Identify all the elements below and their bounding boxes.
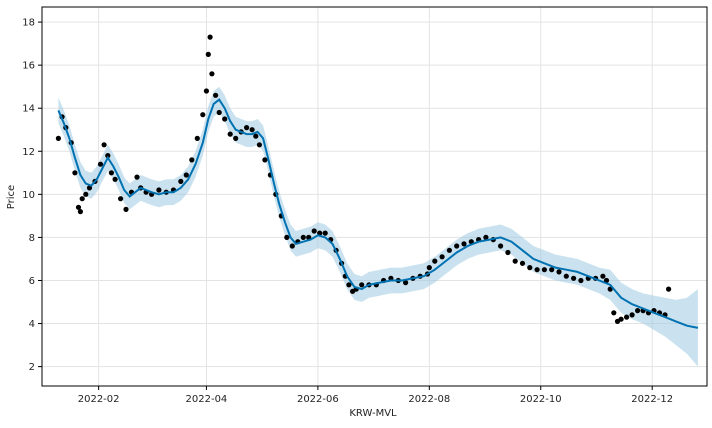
observed-point [289,243,295,249]
x-tick-label: 2022-06 [297,394,339,405]
observed-point [600,273,606,279]
y-axis-title: Price [6,185,17,209]
observed-point [203,88,209,94]
observed-point [666,286,672,292]
observed-point [527,265,533,271]
observed-point [541,267,548,273]
observed-point [262,157,268,163]
observed-point [611,310,617,316]
observed-point [183,172,189,178]
observed-point [156,187,162,193]
observed-point [317,230,323,236]
observed-point [439,254,445,260]
observed-point [519,260,526,266]
observed-point [618,316,624,322]
observed-point [498,243,504,249]
observed-point [189,157,195,163]
observed-point [123,206,129,212]
observed-point [55,135,62,141]
observed-point [311,228,317,234]
plot-frame [41,6,708,387]
observed-point [97,161,104,167]
observed-point [322,230,328,236]
observed-point [256,142,262,148]
forecast-line [57,98,699,329]
y-tick-label: 8 [29,233,35,244]
x-tick-label: 2022-02 [78,394,120,405]
observed-point [505,249,511,256]
axes: 2 4 6 8 10 12 14 16 18 2022-02 2022-04 2022-06 2022-… [22,6,708,405]
forecast-line-layer [57,98,699,329]
observed-point [77,209,83,215]
observed-point [403,280,409,286]
x-tick-label: 2022-10 [520,394,562,405]
observed-point [432,258,438,264]
observed-point [83,191,89,197]
y-tick-label: 4 [29,319,35,330]
x-tick-label: 2022-12 [631,394,673,405]
y-tick-label: 6 [29,276,35,287]
observed-point [205,51,211,58]
observed-point [209,71,215,77]
observed-point [108,170,114,176]
observed-point [249,127,255,133]
x-tick-label: 2022-04 [186,394,228,405]
observed-point [563,273,569,279]
observed-point [629,312,635,318]
x-tick-label: 2022-08 [408,394,450,405]
observed-point [178,178,184,184]
observed-point [194,135,200,141]
y-tick-label: 18 [22,18,35,29]
observed-point [426,265,432,271]
observed-point [306,234,312,240]
observed-point [200,112,206,118]
observed-point [101,142,107,148]
observed-point [461,241,467,247]
observed-point [359,282,365,288]
observed-point [72,170,78,176]
observed-point [227,131,233,137]
observed-point [571,275,577,281]
observed-point [207,34,213,40]
observed-point [86,185,93,191]
observed-point [105,153,111,159]
observed-point [222,116,228,122]
observed-point [635,308,641,314]
y-tick-label: 2 [29,362,35,373]
y-tick-label: 14 [22,104,35,115]
observed-point [578,277,584,284]
observed-point [75,204,82,210]
observed-point [512,258,518,264]
observed-point [300,234,306,240]
observed-point [118,196,124,202]
observed-point [454,243,460,249]
observed-point [79,196,85,202]
observed-point [556,269,562,275]
grid-lines [42,7,707,386]
x-axis-title: KRW-MVL [349,408,397,419]
observed-point [534,267,540,273]
observed-point [346,282,352,288]
observed-point [213,92,219,98]
observed-point [284,234,290,240]
observed-point [253,133,259,139]
observed-point [483,234,489,240]
observed-point [134,174,140,180]
y-tick-label: 10 [22,190,35,201]
observed-point [549,267,555,273]
observed-point [244,125,250,131]
observed-point [624,314,630,320]
y-tick-label: 16 [22,61,35,72]
observed-point [112,176,118,182]
observed-point [446,247,452,253]
observed-point [216,109,222,116]
y-tick-label: 12 [22,147,35,158]
observed-point [233,135,239,141]
